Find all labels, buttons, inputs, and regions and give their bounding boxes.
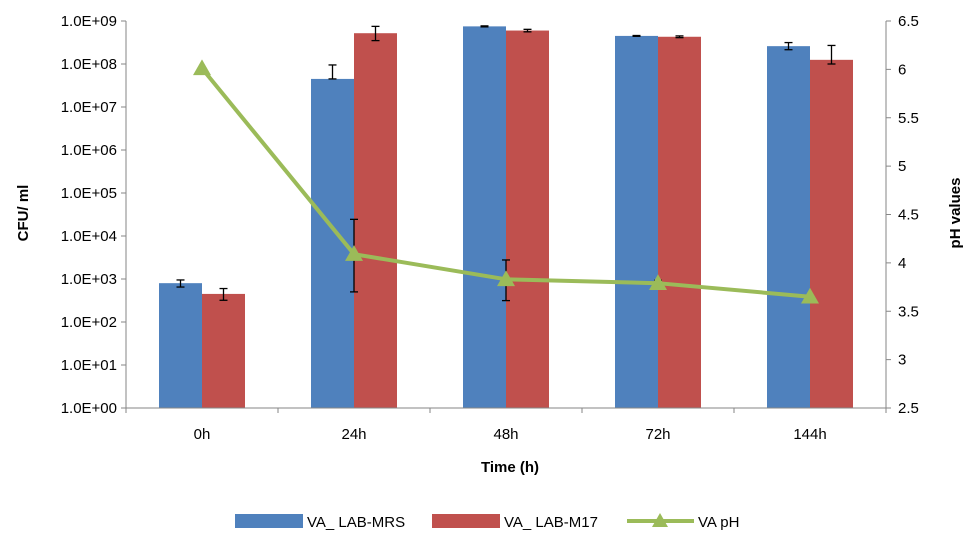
ph-marker-144h <box>801 287 819 304</box>
ph-marker-24h <box>345 245 363 261</box>
x-tick-label: 0h <box>194 426 211 443</box>
bar-m17-72h <box>658 36 701 408</box>
left-tick-label: 1.0E+00 <box>61 400 117 417</box>
left-tick-label: 1.0E+03 <box>61 271 117 288</box>
right-tick-label: 2.5 <box>898 400 919 417</box>
bars <box>159 26 853 409</box>
bar-m17-144h <box>810 59 853 408</box>
left-tick-label: 1.0E+04 <box>61 228 117 245</box>
right-tick-label: 3.5 <box>898 303 919 320</box>
ph-marker-0h <box>193 59 211 76</box>
legend-label-m17: VA_ LAB-M17 <box>504 514 598 531</box>
right-tick-label: 4.5 <box>898 207 919 224</box>
bar-mrs-144h <box>767 46 810 408</box>
legend-swatch-mrs <box>235 514 303 528</box>
left-tick-label: 1.0E+01 <box>61 357 117 374</box>
bar-mrs-0h <box>159 283 202 408</box>
bar-m17-48h <box>506 30 549 409</box>
legend: VA_ LAB-MRS VA_ LAB-M17 VA pH <box>235 513 739 531</box>
left-tick-label: 1.0E+09 <box>61 13 117 30</box>
legend-swatch-ph-marker <box>652 513 668 527</box>
x-tick-label: 144h <box>793 426 826 443</box>
x-axis-ticks: 0h 24h 48h 72h 144h <box>125 408 887 443</box>
y2-axis-title: pH values <box>947 178 964 249</box>
right-tick-label: 3 <box>898 352 906 369</box>
bar-mrs-72h <box>615 35 658 408</box>
bar-m17-0h <box>202 293 245 408</box>
ph-line-series <box>193 59 819 304</box>
bar-m17-24h <box>354 33 397 409</box>
right-tick-label: 4 <box>898 255 906 272</box>
left-tick-label: 1.0E+08 <box>61 56 117 73</box>
legend-label-mrs: VA_ LAB-MRS <box>307 514 405 531</box>
x-axis-title: Time (h) <box>481 459 539 476</box>
right-tick-label: 5.5 <box>898 110 919 127</box>
left-tick-label: 1.0E+07 <box>61 99 117 116</box>
legend-swatch-m17 <box>432 514 500 528</box>
bar-mrs-48h <box>463 26 506 408</box>
x-tick-label: 72h <box>645 426 670 443</box>
y-axis-title: CFU/ ml <box>15 185 32 242</box>
right-tick-label: 6 <box>898 61 906 78</box>
right-tick-label: 5 <box>898 158 906 175</box>
ph-marker-48h <box>497 270 515 287</box>
left-tick-label: 1.0E+05 <box>61 185 117 202</box>
right-tick-label: 6.5 <box>898 13 919 30</box>
ph-marker-72h <box>649 274 667 290</box>
left-tick-label: 1.0E+06 <box>61 142 117 159</box>
x-tick-label: 48h <box>493 426 518 443</box>
bar-error-bars <box>176 25 836 301</box>
x-tick-label: 24h <box>341 426 366 443</box>
left-tick-label: 1.0E+02 <box>61 314 117 331</box>
legend-label-ph: VA pH <box>698 514 739 531</box>
right-axis-ticks: 2.5 3 3.5 4 4.5 5 5.5 6 6.5 <box>886 13 919 417</box>
left-axis-ticks: 1.0E+00 1.0E+01 1.0E+02 1.0E+03 1.0E+04 1.0E+… <box>61 13 126 417</box>
